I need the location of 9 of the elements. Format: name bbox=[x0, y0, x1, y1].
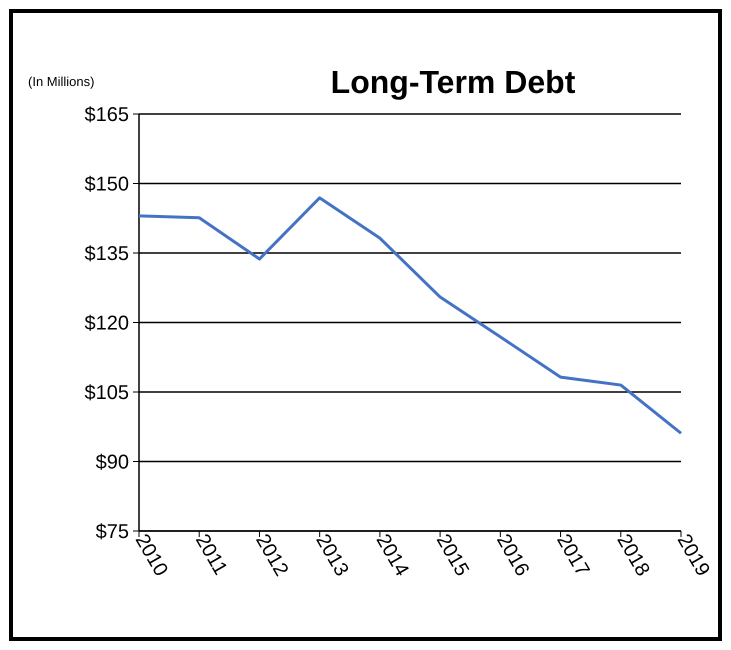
y-tick-label: $90 bbox=[96, 452, 129, 474]
chart-title: Long-Term Debt bbox=[330, 64, 576, 100]
y-tick-label: $165 bbox=[84, 104, 129, 126]
y-tick-label: $135 bbox=[84, 243, 129, 265]
y-tick-label: $150 bbox=[84, 174, 129, 196]
y-tick-label: $120 bbox=[84, 312, 129, 334]
y-tick-label: $75 bbox=[96, 521, 129, 543]
y-axis-title: (In Millions) bbox=[28, 74, 94, 89]
y-tick-label: $105 bbox=[84, 382, 129, 404]
